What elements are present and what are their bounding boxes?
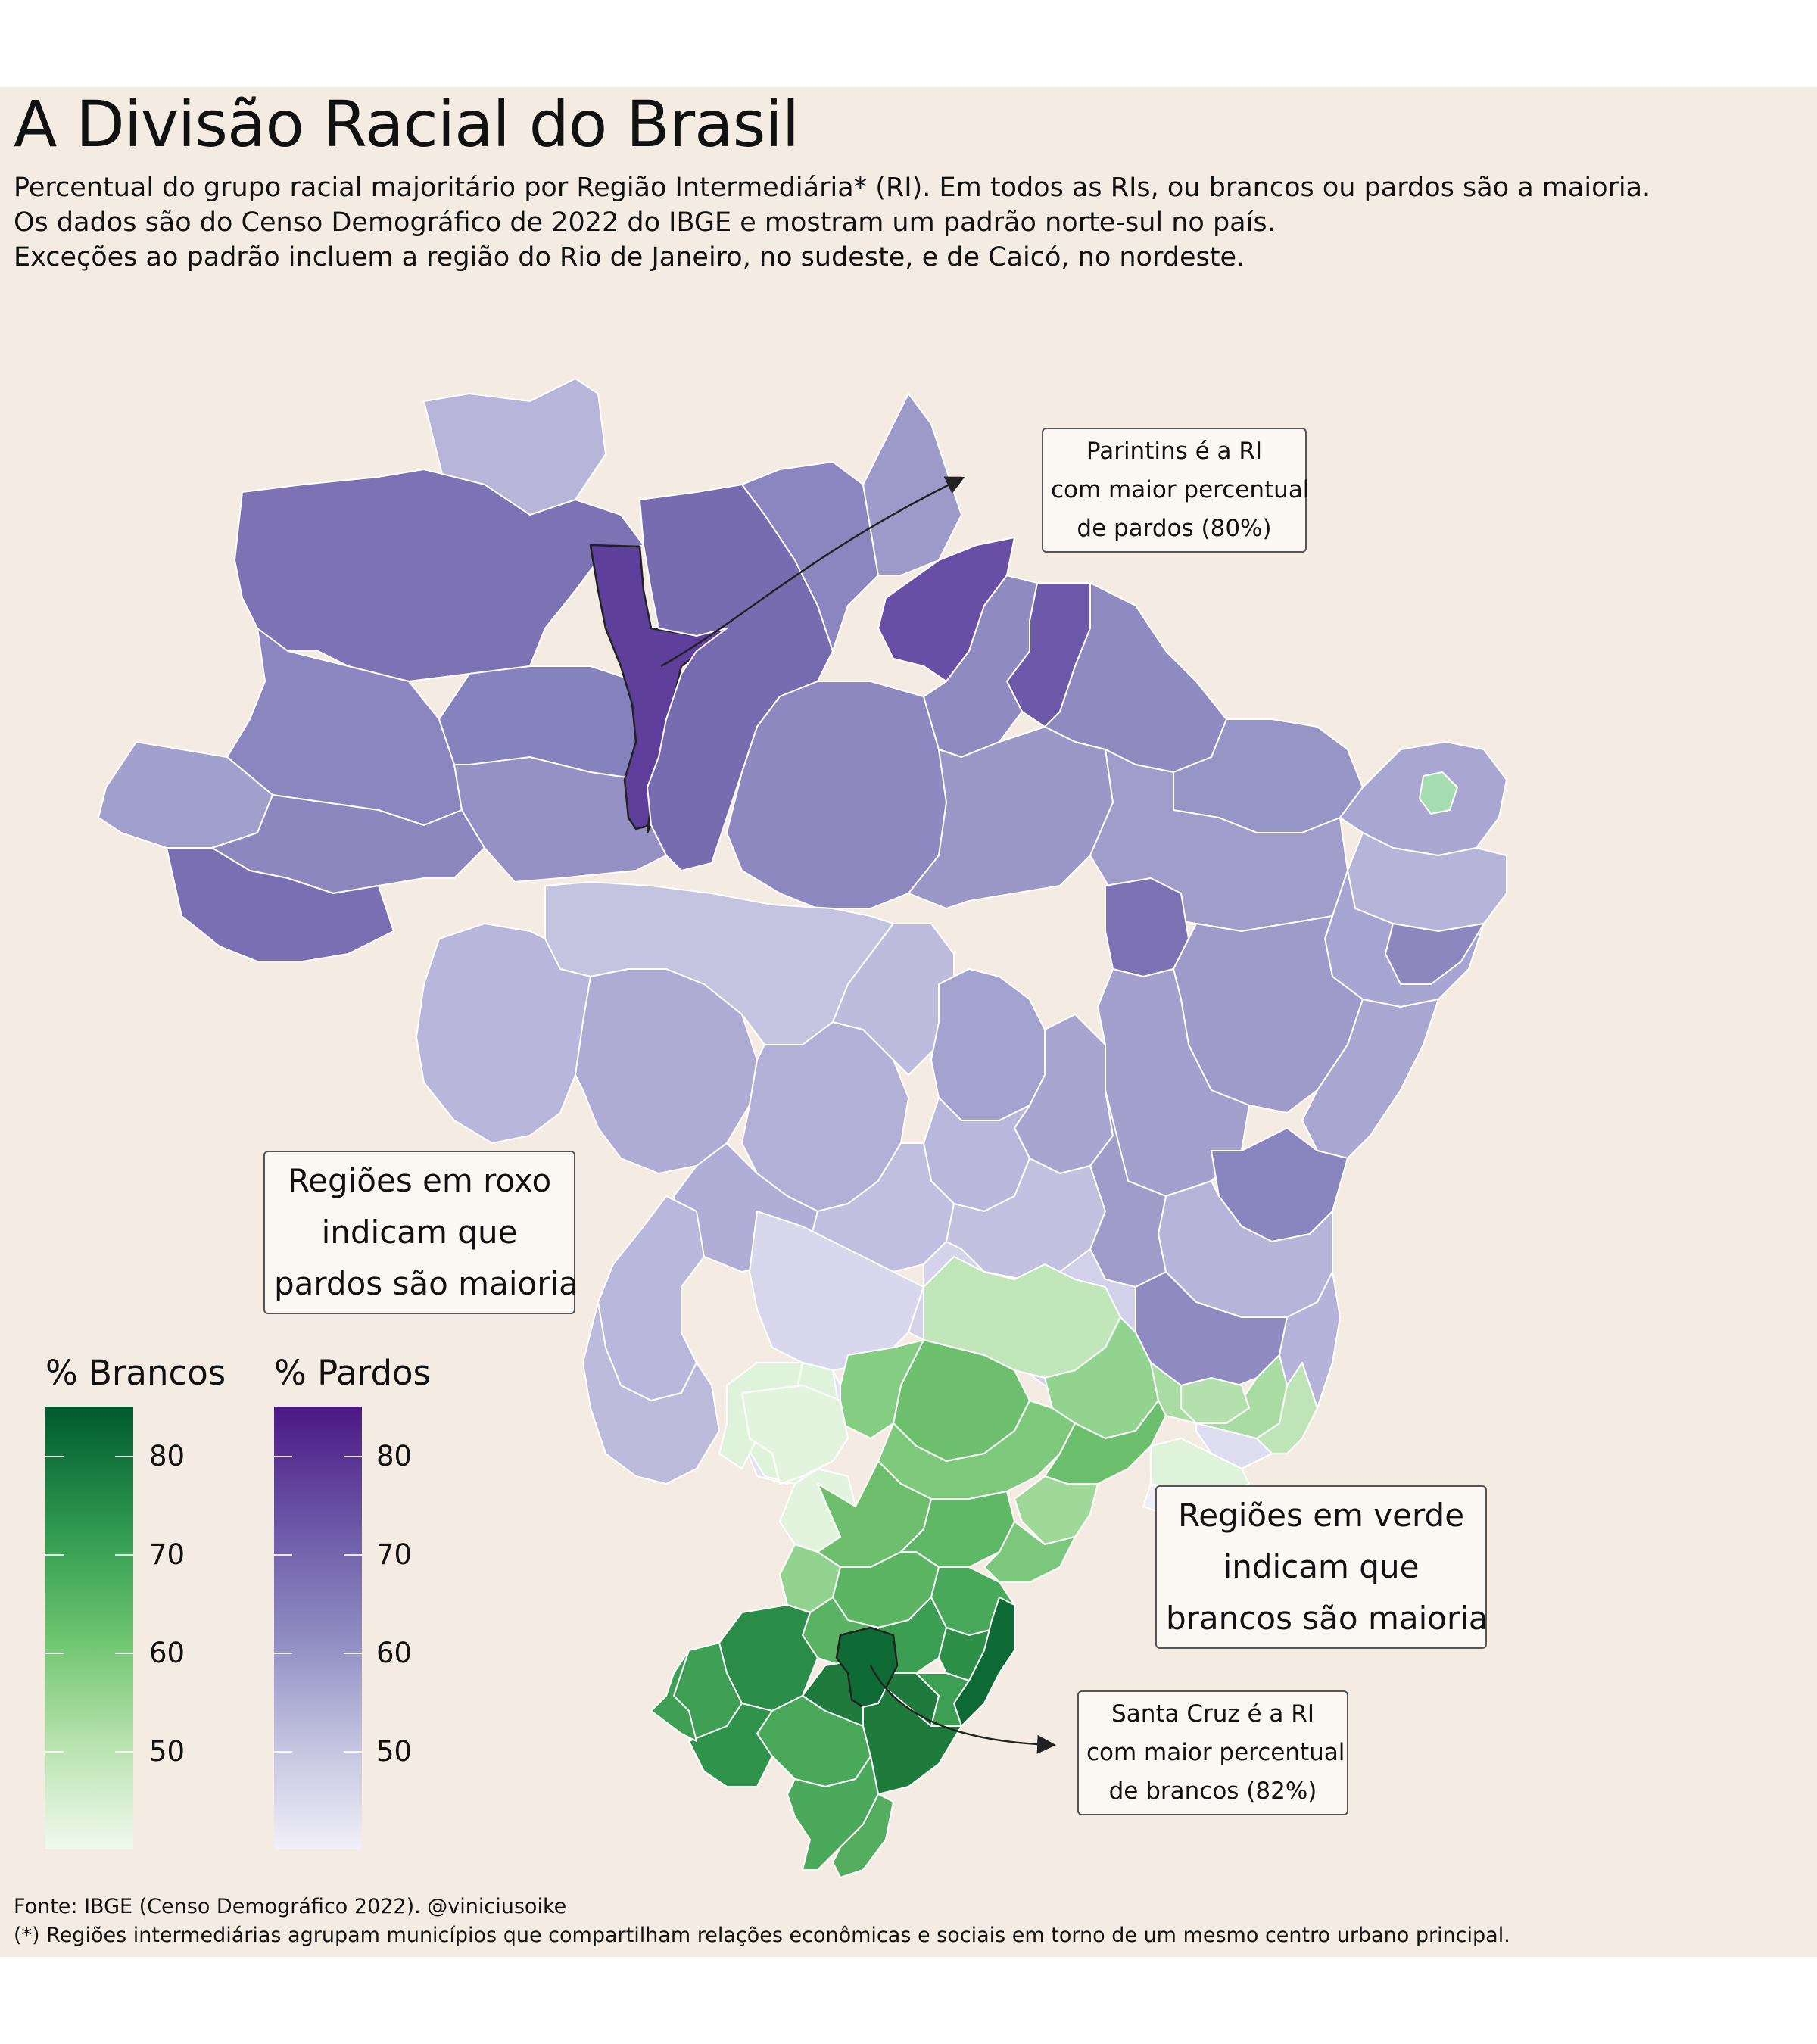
map-region [650, 1650, 697, 1742]
legend-tick-label: 80 [149, 1440, 185, 1472]
map-region [832, 1793, 894, 1878]
annotation-line: brancos são maioria [1166, 1600, 1488, 1637]
legend-tick-label: 80 [376, 1440, 413, 1472]
subtitle-line: Percentual do grupo racial majoritário p… [14, 173, 1651, 203]
map-region [741, 461, 879, 652]
map-region [416, 923, 591, 1144]
chart-subtitle: Percentual do grupo racial majoritário p… [14, 170, 1650, 275]
annotation-arrow [869, 1665, 1056, 1754]
source-note: Fonte: IBGE (Censo Demográfico 2022). @v… [14, 1895, 567, 1918]
annotation-line: com maior percentual [1051, 476, 1310, 503]
map-region [1180, 1377, 1250, 1424]
legend-tick-label: 70 [149, 1538, 185, 1571]
chart-footer: Fonte: IBGE (Censo Demográfico 2022). @v… [14, 1893, 1510, 1950]
map-region [1419, 771, 1458, 815]
map-region [1301, 999, 1439, 1159]
map-region [1385, 923, 1485, 985]
annotation-line: de pardos (80%) [1077, 515, 1272, 542]
legend-tick-label: 60 [149, 1637, 185, 1669]
legend-tick-label: 70 [376, 1538, 413, 1571]
annotation-line: com maior percentual [1086, 1739, 1345, 1766]
green-regions-callout: Regiões em verde indicam que brancos são… [1155, 1485, 1488, 1649]
map-region [688, 1703, 773, 1787]
map-region [234, 469, 644, 682]
annotation-line: Santa Cruz é a RI [1111, 1700, 1314, 1728]
map-region [862, 393, 962, 576]
legend-brancos-colorbar [45, 1407, 133, 1849]
annotation-line: Parintins é a RI [1086, 438, 1263, 465]
annotation-line: de brancos (82%) [1108, 1778, 1317, 1805]
map-region [166, 847, 394, 962]
annotation-arrow [660, 476, 965, 668]
annotation-line: indicam que [321, 1214, 518, 1251]
legend-tick-label: 50 [376, 1735, 413, 1768]
legend-tick-label: 60 [376, 1637, 413, 1669]
map-region [1256, 1362, 1318, 1454]
subtitle-line: Os dados são do Censo Demográfico de 202… [14, 207, 1276, 238]
annotation-line: Regiões em verde [1177, 1497, 1465, 1534]
annotation-line: Regiões em roxo [287, 1162, 552, 1199]
parintins-callout: Parintins é a RI com maior percentual de… [1042, 428, 1310, 553]
legend-pardos-colorbar [274, 1407, 362, 1849]
map-region [930, 968, 1046, 1121]
map-region [582, 1301, 720, 1485]
subtitle-line: Exceções ao padrão incluem a região do R… [14, 242, 1245, 273]
annotation-line: indicam que [1223, 1548, 1420, 1585]
map-region [983, 1521, 1076, 1583]
footnote: (*) Regiões intermediárias agrupam munic… [14, 1924, 1510, 1947]
chart-title: A Divisão Racial do Brasil [14, 87, 799, 161]
legend-brancos-title: % Brancos [45, 1353, 226, 1393]
santa-cruz-callout: Santa Cruz é a RI com maior percentual d… [1077, 1690, 1348, 1815]
legend-tick-label: 50 [149, 1735, 185, 1768]
map-region [1044, 1400, 1167, 1485]
annotation-line: pardos são maioria [274, 1265, 578, 1302]
map-region [1105, 877, 1189, 977]
map-region [923, 575, 1038, 758]
legend-pardos-title: % Pardos [274, 1353, 432, 1393]
purple-regions-callout: Regiões em roxo indicam que pardos são m… [263, 1151, 578, 1314]
